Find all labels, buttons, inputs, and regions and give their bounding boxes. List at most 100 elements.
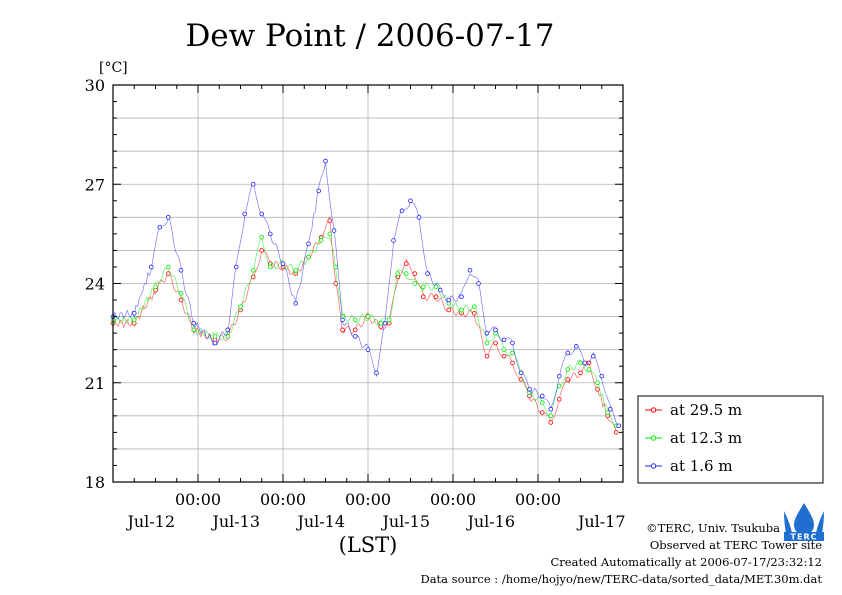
data-point [476, 281, 481, 286]
data-point [556, 373, 562, 379]
data-point [293, 267, 299, 273]
data-point [165, 264, 171, 270]
axis-ticks [113, 84, 623, 483]
data-point [412, 281, 418, 286]
data-point [539, 400, 545, 405]
logo-drop-icon [794, 503, 814, 535]
data-point [510, 360, 515, 366]
data-point [539, 410, 545, 415]
data-point [178, 291, 184, 296]
data-point [352, 317, 358, 323]
data-point [510, 350, 515, 356]
data-point [616, 423, 622, 429]
data-point [340, 327, 345, 333]
data-point [501, 347, 507, 352]
y-tick-label: 21 [85, 374, 105, 393]
data-point [595, 387, 600, 392]
data-point [191, 320, 197, 326]
data-point [605, 410, 610, 415]
data-point [399, 208, 405, 214]
data-point [607, 406, 613, 412]
data-point [327, 231, 333, 237]
data-point [573, 344, 579, 349]
data-point [259, 234, 265, 240]
logo-wave-right-icon [816, 511, 824, 533]
terc-logo: TERC [784, 503, 824, 542]
data-point [459, 307, 464, 313]
legend: at 29.5 m at 12.3 m at 1.6 m [637, 395, 824, 484]
data-point [518, 370, 524, 376]
data-point [242, 211, 248, 217]
data-point [333, 264, 339, 270]
chart-title: Dew Point / 2006-07-17 [185, 18, 554, 54]
series-line [112, 236, 617, 428]
data-point [212, 334, 218, 339]
data-point [467, 267, 473, 273]
legend-box [637, 395, 824, 484]
legend-label: at 29.5 m [670, 401, 742, 419]
series-line [112, 216, 617, 433]
data-point [365, 314, 371, 319]
data-point [191, 327, 197, 333]
credit-observed: Observed at TERC Tower site [650, 538, 822, 552]
y-tick-labels: 18 21 24 27 30 [85, 76, 105, 492]
data-point [493, 340, 498, 346]
data-point [420, 294, 426, 300]
logo-text: TERC [791, 533, 818, 542]
data-point [565, 367, 571, 372]
data-point [250, 181, 256, 187]
data-point [510, 340, 515, 346]
data-point [323, 158, 328, 164]
data-point [352, 334, 358, 339]
data-point [408, 198, 413, 204]
legend-label: at 12.3 m [670, 429, 742, 447]
x-tick-labels: 00:00Jul-1200:00Jul-1300:00Jul-1400:00Ju… [125, 490, 625, 531]
data-point [433, 284, 439, 290]
data-point [412, 271, 418, 276]
data-point [599, 373, 605, 379]
data-point [280, 261, 286, 266]
data-point [395, 271, 401, 276]
data-point [578, 360, 583, 366]
data-point [493, 327, 498, 333]
data-point [446, 307, 452, 313]
y-tick-label: 24 [85, 275, 105, 294]
x-tick-time-label: 00:00 [345, 490, 391, 509]
data-point [212, 340, 218, 346]
data-point [459, 294, 464, 300]
data-point [425, 271, 430, 276]
data-point [578, 370, 583, 376]
data-point [225, 327, 231, 333]
data-point [416, 215, 422, 220]
x-tick-time-label: 00:00 [515, 490, 561, 509]
x-tick-time-label: 00:00 [260, 490, 306, 509]
series-1 [110, 231, 619, 429]
data-point [586, 367, 592, 372]
data-point [178, 297, 184, 303]
data-point [153, 284, 158, 290]
data-point [501, 353, 507, 359]
unit-label: [°C] [99, 60, 128, 76]
data-point [613, 430, 619, 435]
data-point [391, 238, 396, 243]
grid-lines [113, 85, 623, 482]
data-point [306, 254, 311, 260]
data-point [340, 317, 345, 323]
data-point [238, 304, 243, 309]
data-point [548, 413, 554, 419]
x-tick-date-label: Jul-15 [380, 512, 430, 531]
legend-swatch-marker [650, 435, 657, 441]
legend-label: at 1.6 m [670, 457, 733, 475]
data-point [318, 238, 324, 243]
x-tick-time-label: 00:00 [175, 490, 221, 509]
data-point [316, 188, 322, 194]
credit-created: Created Automatically at 2006-07-17/23:3… [551, 555, 823, 569]
x-axis-label: (LST) [339, 533, 398, 557]
data-point [331, 228, 337, 233]
data-point [259, 211, 265, 217]
data-point [403, 271, 409, 276]
data-point [250, 267, 256, 273]
data-point [306, 241, 311, 247]
data-point [293, 301, 299, 306]
data-point [365, 347, 371, 352]
